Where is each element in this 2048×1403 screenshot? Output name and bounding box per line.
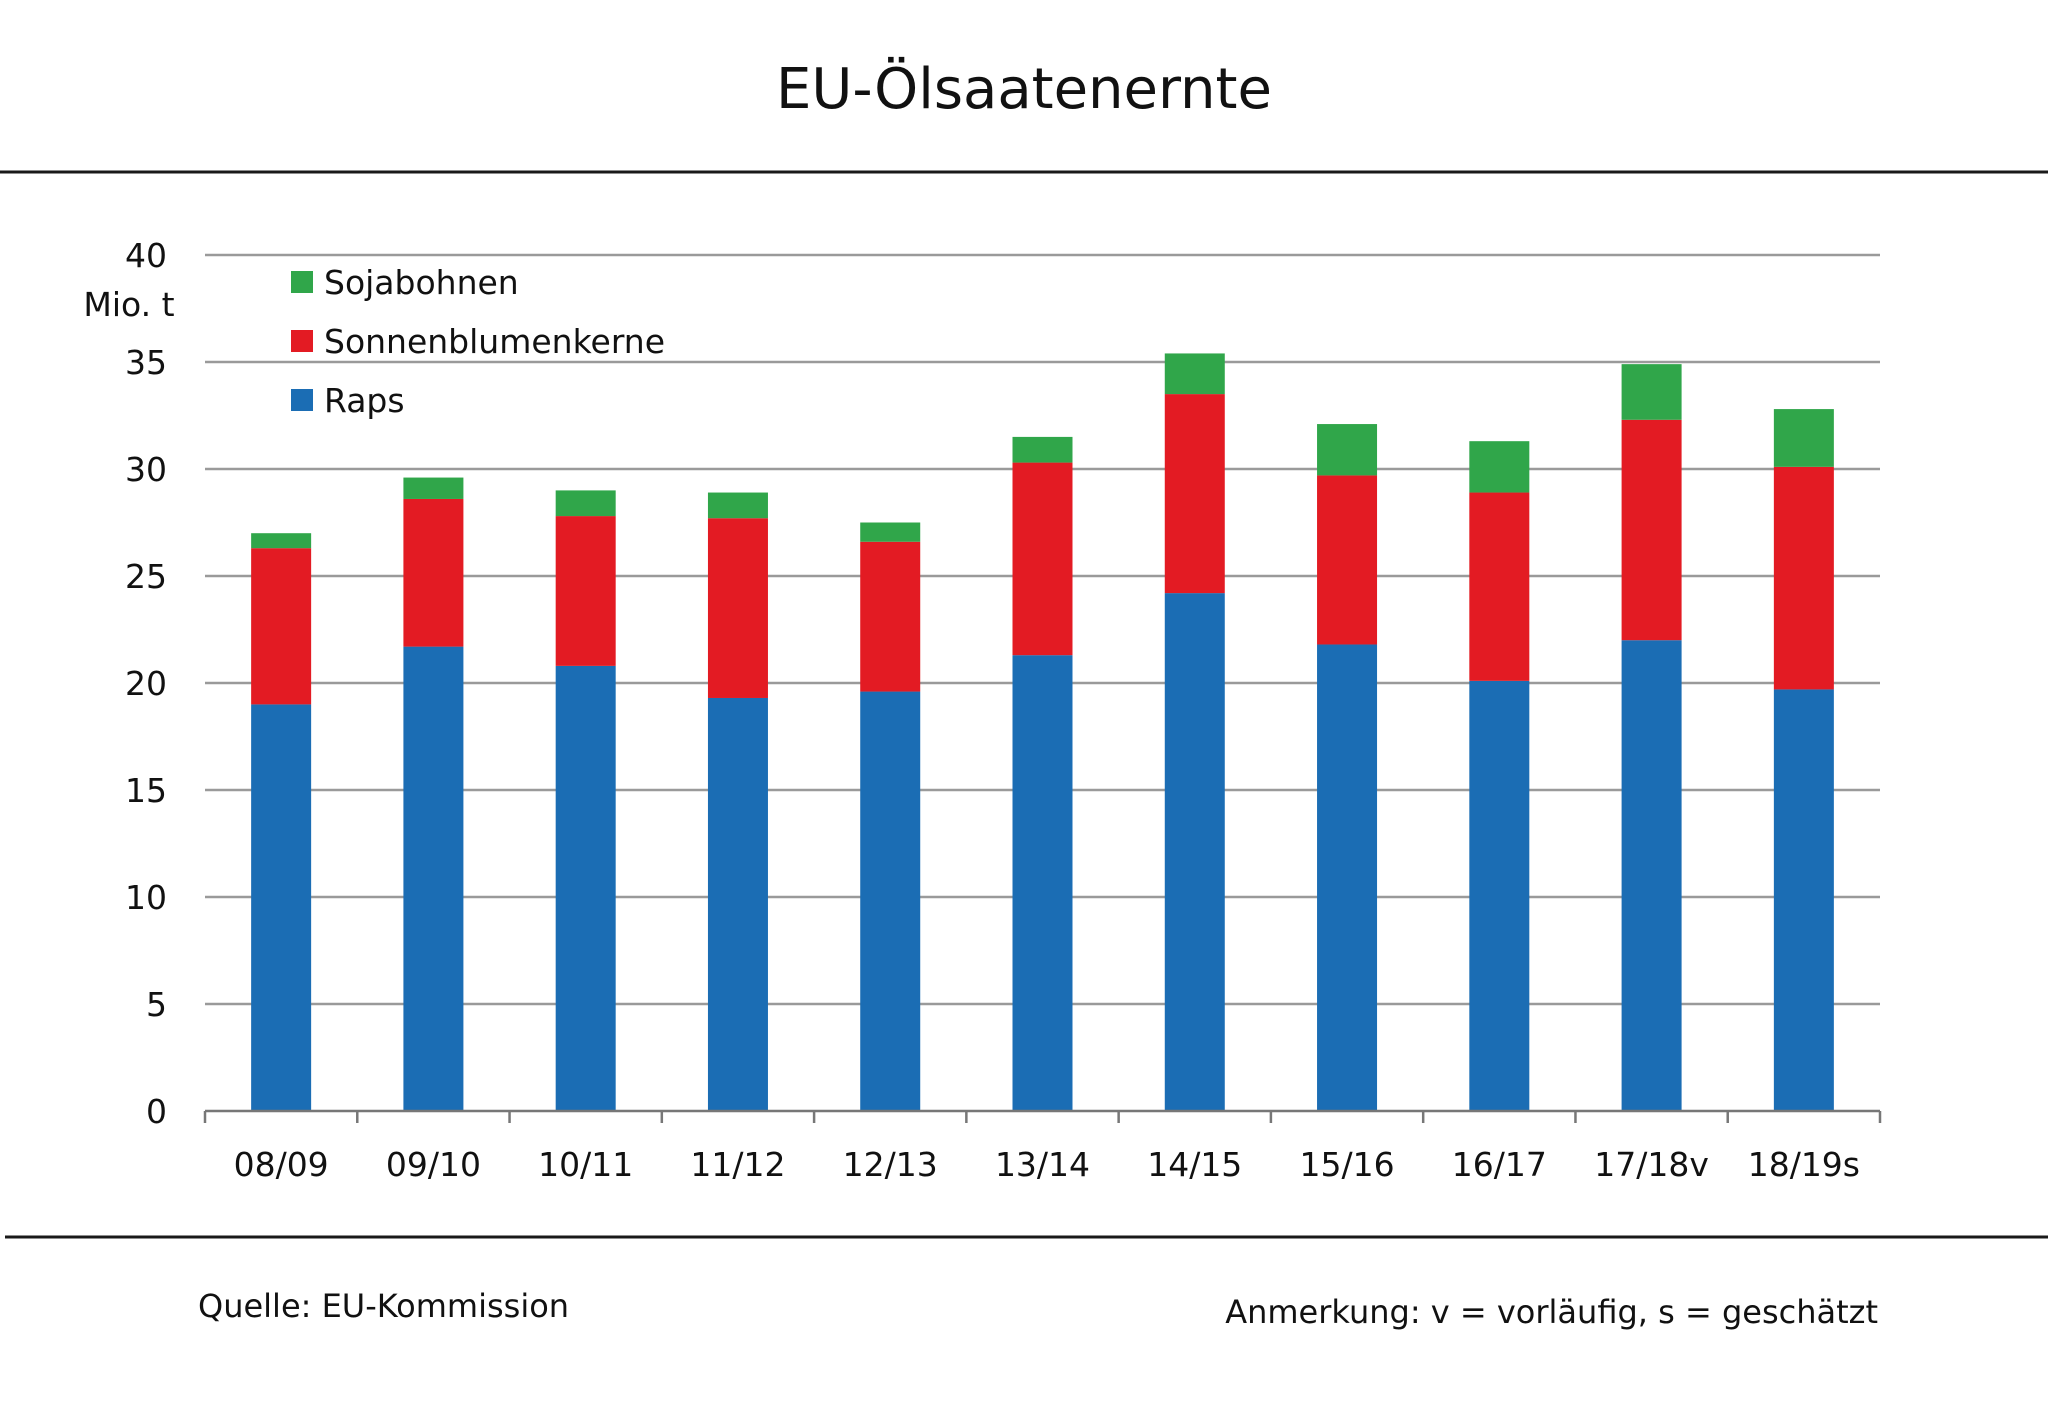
bars — [251, 353, 1834, 1111]
bar-segment-sonnenblumenkerne — [555, 516, 616, 666]
bar-segment-sonnenblumenkerne — [1317, 475, 1378, 645]
y-axis-label: Mio. t — [83, 285, 174, 324]
legend-swatch — [291, 271, 313, 293]
bar-segment-sonnenblumenkerne — [1012, 462, 1073, 656]
bar-segment-raps — [555, 665, 616, 1111]
legend-label: Raps — [324, 381, 405, 420]
bar-segment-sojabohnen — [251, 533, 312, 549]
x-tick-label: 14/15 — [1147, 1145, 1242, 1184]
x-axis — [203, 1109, 1882, 1123]
x-tick-label: 18/19s — [1748, 1145, 1860, 1184]
x-tick-label: 08/09 — [234, 1145, 329, 1184]
x-tick-label: 12/13 — [843, 1145, 938, 1184]
bar-segment-sonnenblumenkerne — [1773, 466, 1834, 690]
legend-swatch — [291, 330, 313, 352]
bar-segment-raps — [1773, 689, 1834, 1111]
legend-swatch — [291, 389, 313, 411]
bar-segment-sojabohnen — [1164, 353, 1225, 395]
bar-segment-raps — [403, 646, 464, 1111]
bar-segment-sonnenblumenkerne — [707, 518, 768, 698]
y-tick-label: 30 — [125, 450, 167, 489]
bar-segment-sojabohnen — [1317, 424, 1378, 476]
x-tick-label: 11/12 — [690, 1145, 785, 1184]
bar-segment-sojabohnen — [1621, 364, 1682, 420]
bar-segment-sojabohnen — [1773, 409, 1834, 467]
bar-segment-sonnenblumenkerne — [1469, 492, 1530, 681]
chart-title: EU-Ölsaatenernte — [776, 57, 1272, 122]
y-tick-label: 10 — [125, 878, 167, 917]
bar-segment-sonnenblumenkerne — [403, 498, 464, 647]
bar-segment-sojabohnen — [860, 522, 921, 542]
bar-segment-raps — [251, 704, 312, 1111]
bar-segment-raps — [1317, 644, 1378, 1111]
source-note: Quelle: EU-Kommission — [198, 1287, 569, 1325]
legend-label: Sojabohnen — [324, 263, 519, 302]
bar-segment-sojabohnen — [1469, 441, 1530, 493]
x-tick-label: 09/10 — [386, 1145, 481, 1184]
bar-segment-sonnenblumenkerne — [1621, 419, 1682, 641]
legend: Sojabohnen Sonnenblumenkerne Raps — [291, 263, 665, 420]
x-tick-label: 17/18v — [1594, 1145, 1709, 1184]
y-tick-label: 20 — [125, 664, 167, 703]
bar-segment-sonnenblumenkerne — [251, 548, 312, 705]
bar-segment-raps — [707, 697, 768, 1111]
bar-segment-raps — [1164, 593, 1225, 1111]
legend-label: Sonnenblumenkerne — [324, 322, 665, 361]
bar-segment-sonnenblumenkerne — [1164, 394, 1225, 594]
bar-segment-raps — [1012, 655, 1073, 1111]
bar-segment-sojabohnen — [555, 490, 616, 517]
x-tick-label: 10/11 — [538, 1145, 633, 1184]
y-tick-label: 0 — [146, 1092, 167, 1131]
bar-segment-sojabohnen — [403, 477, 464, 499]
y-tick-label: 5 — [146, 985, 167, 1024]
y-tick-label: 25 — [125, 557, 167, 596]
bar-segment-raps — [1469, 680, 1530, 1111]
bar-segment-sojabohnen — [1012, 436, 1073, 463]
y-tick-label: 35 — [125, 343, 167, 382]
x-tick-label: 13/14 — [995, 1145, 1090, 1184]
bar-segment-raps — [1621, 640, 1682, 1111]
annotation-note: Anmerkung: v = vorläufig, s = geschätzt — [1225, 1293, 1878, 1331]
x-tick-label: 16/17 — [1452, 1145, 1547, 1184]
x-tick-labels: 08/09 09/10 10/11 11/12 12/13 13/14 14/15 15/16… — [234, 1145, 1860, 1184]
bar-segment-sonnenblumenkerne — [860, 541, 921, 692]
y-tick-label: 40 — [125, 236, 167, 275]
y-tick-label: 15 — [125, 771, 167, 810]
x-tick-label: 15/16 — [1299, 1145, 1394, 1184]
bar-segment-raps — [860, 691, 921, 1111]
y-tick-labels: 0 5 10 15 20 25 30 35 40 — [125, 236, 167, 1131]
bar-segment-sojabohnen — [707, 492, 768, 519]
